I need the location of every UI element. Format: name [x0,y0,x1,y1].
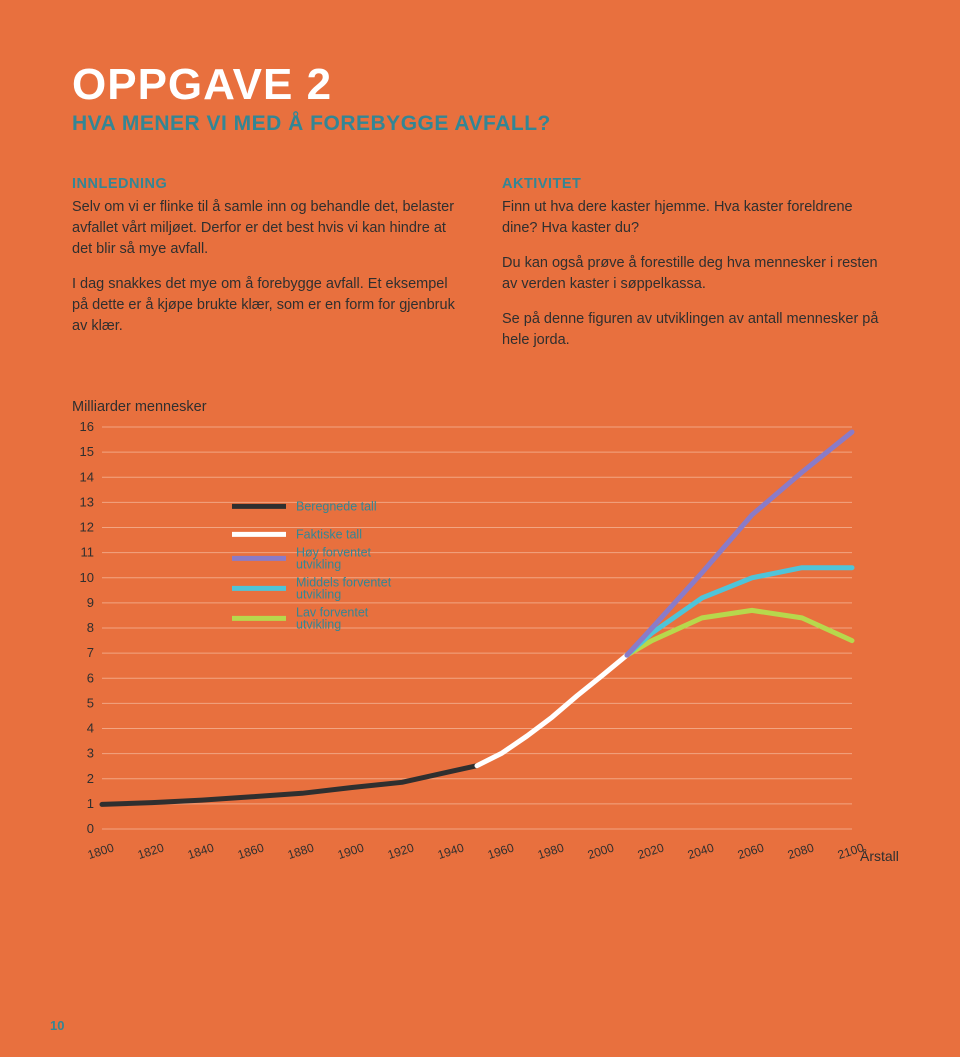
svg-text:5: 5 [87,695,94,710]
svg-text:1940: 1940 [436,840,466,862]
svg-text:utvikling: utvikling [296,587,341,601]
svg-text:utvikling: utvikling [296,557,341,571]
svg-text:Beregnede tall: Beregnede tall [296,499,377,513]
page-title: OPPGAVE 2 [72,60,888,110]
svg-text:1880: 1880 [286,840,316,862]
svg-text:8: 8 [87,620,94,635]
svg-text:4: 4 [87,721,94,736]
svg-text:1960: 1960 [486,840,516,862]
page-container: OPPGAVE 2 HVA MENER VI MED Å FOREBYGGE A… [0,0,960,1057]
svg-text:2040: 2040 [686,840,716,862]
left-para-1: Selv om vi er flinke til å samle inn og … [72,197,458,260]
svg-text:1840: 1840 [186,840,216,862]
svg-text:Årstall: Årstall [860,848,899,864]
page-subtitle: HVA MENER VI MED Å FOREBYGGE AVFALL? [72,112,888,136]
svg-text:1800: 1800 [86,840,116,862]
page-number: 10 [50,1018,64,1033]
svg-text:utvikling: utvikling [296,617,341,631]
svg-text:1900: 1900 [336,840,366,862]
chart-y-title: Milliarder mennesker [72,399,888,415]
left-para-2: I dag snakkes det mye om å forebygge avf… [72,274,458,337]
svg-text:2080: 2080 [786,840,816,862]
svg-text:9: 9 [87,595,94,610]
svg-text:Faktiske tall: Faktiske tall [296,527,362,541]
population-chart: 0123456789101112131415161800182018401860… [72,421,902,881]
right-para-3: Se på denne figuren av utviklingen av an… [502,309,888,351]
svg-text:15: 15 [80,444,94,459]
svg-text:6: 6 [87,670,94,685]
chart-area: Milliarder mennesker 0123456789101112131… [72,399,888,881]
svg-text:11: 11 [81,545,95,560]
svg-text:7: 7 [87,645,94,660]
svg-text:1920: 1920 [386,840,416,862]
svg-text:1820: 1820 [136,840,166,862]
right-column: AKTIVITET Finn ut hva dere kaster hjemme… [502,174,888,365]
text-columns: INNLEDNING Selv om vi er flinke til å sa… [72,174,888,365]
svg-text:13: 13 [80,494,94,509]
svg-text:10: 10 [80,570,94,585]
svg-text:3: 3 [87,746,94,761]
svg-text:12: 12 [80,520,94,535]
svg-text:2000: 2000 [586,840,616,862]
svg-text:2: 2 [87,771,94,786]
left-heading: INNLEDNING [72,174,458,195]
left-column: INNLEDNING Selv om vi er flinke til å sa… [72,174,458,365]
svg-text:16: 16 [80,421,94,434]
svg-text:1: 1 [87,796,94,811]
svg-text:14: 14 [80,469,94,484]
right-heading: AKTIVITET [502,174,888,195]
svg-text:1980: 1980 [536,840,566,862]
right-para-2: Du kan også prøve å forestille deg hva m… [502,253,888,295]
svg-text:0: 0 [87,821,94,836]
right-para-1: Finn ut hva dere kaster hjemme. Hva kast… [502,197,888,239]
svg-text:2060: 2060 [736,840,766,862]
svg-text:1860: 1860 [236,840,266,862]
svg-text:2020: 2020 [636,840,666,862]
